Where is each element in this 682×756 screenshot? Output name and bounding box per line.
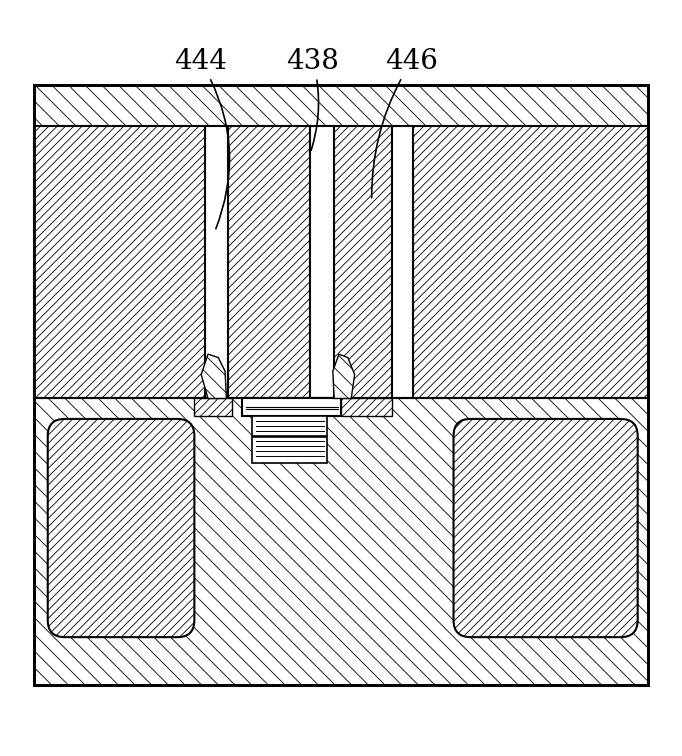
- Bar: [34, 85, 648, 685]
- Text: 444: 444: [174, 48, 230, 229]
- Polygon shape: [201, 354, 226, 398]
- Bar: [392, 125, 413, 398]
- Bar: [228, 125, 310, 398]
- Bar: [34, 125, 208, 398]
- Bar: [334, 125, 392, 398]
- FancyBboxPatch shape: [454, 419, 638, 637]
- Polygon shape: [333, 354, 355, 398]
- Bar: [34, 85, 648, 685]
- Bar: [194, 398, 232, 416]
- Bar: [205, 125, 228, 398]
- Text: 438: 438: [286, 48, 340, 150]
- Bar: [252, 416, 327, 436]
- FancyBboxPatch shape: [48, 419, 194, 637]
- Bar: [310, 125, 334, 398]
- Bar: [242, 398, 341, 416]
- Text: 446: 446: [372, 48, 439, 198]
- Bar: [252, 437, 327, 463]
- Bar: [413, 125, 648, 398]
- Bar: [341, 398, 392, 416]
